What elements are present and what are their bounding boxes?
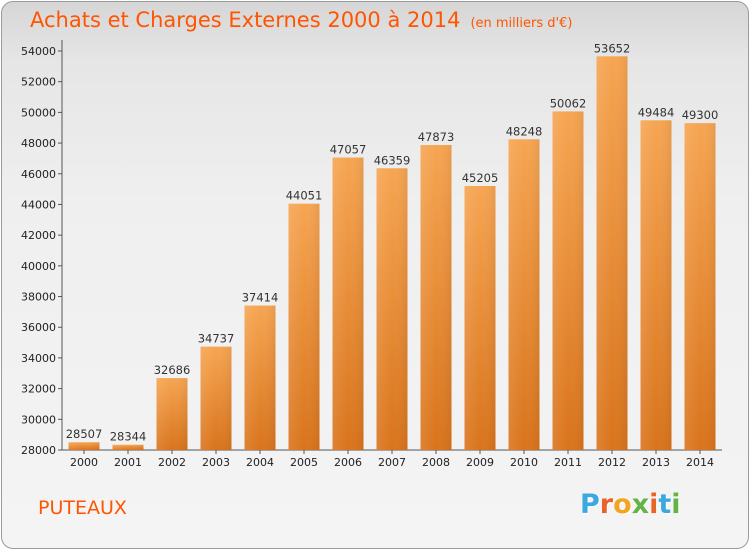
y-tick-label: 46000 [21,168,56,181]
x-tick-label: 2003 [202,456,230,469]
x-tick-label: 2013 [642,456,670,469]
chart-title-text: Achats et Charges Externes 2000 à 2014 [30,8,461,32]
bar-sheen [244,305,276,450]
y-tick-label: 50000 [21,106,56,119]
x-tick-label: 2012 [598,456,626,469]
y-tick-label: 52000 [21,76,56,89]
location-label: PUTEAUX [38,497,127,519]
y-tick-label: 28000 [21,444,56,457]
logo-letter: P [580,489,600,520]
logo-letter: i [671,489,681,520]
bar-value-label: 45205 [462,171,499,185]
y-tick-label: 34000 [21,352,56,365]
bar-value-label: 28344 [110,430,147,444]
bar-value-label: 50062 [550,96,587,110]
y-tick-label: 36000 [21,321,56,334]
bar-sheen [596,56,628,451]
x-tick-label: 2002 [158,456,186,469]
bar-sheen [68,442,100,450]
bar-sheen [464,185,496,450]
bar-sheen [552,111,584,450]
bar-sheen [508,139,540,451]
x-tick-label: 2007 [378,456,406,469]
x-tick-label: 2000 [70,456,98,469]
x-tick-label: 2006 [334,456,362,469]
bar-value-label: 48248 [506,124,543,138]
y-tick-label: 48000 [21,137,56,150]
logo-letter: i [649,489,659,520]
x-tick-label: 2011 [554,456,582,469]
x-tick-label: 2005 [290,456,318,469]
bar-sheen [112,444,144,450]
chart-subtitle: (en milliers d'€) [470,16,573,31]
bar-sheen [288,203,320,450]
chart-title: Achats et Charges Externes 2000 à 2014 (e… [30,8,572,32]
logo-letter: x [631,489,650,520]
bar-value-label: 32686 [154,363,191,377]
y-tick-label: 40000 [21,260,56,273]
bar-value-label: 28507 [66,427,103,441]
bar-value-label: 47873 [418,130,455,144]
bar-sheen [684,123,716,450]
bar-value-label: 34737 [198,332,235,346]
logo-letter: o [613,489,632,520]
bar-sheen [200,346,232,450]
x-tick-label: 2004 [246,456,274,469]
bar-sheen [156,378,188,450]
bar-sheen [640,120,672,451]
y-tick-label: 38000 [21,291,56,304]
logo-letter: t [658,489,672,520]
x-tick-label: 2009 [466,456,494,469]
y-tick-label: 54000 [21,45,56,58]
bar-value-label: 37414 [242,291,279,305]
bar-value-label: 44051 [286,189,323,203]
y-tick-label: 32000 [21,383,56,396]
bar-value-label: 49300 [682,108,719,122]
x-tick-label: 2008 [422,456,450,469]
chart-bars: 28507 28344 32686 34737 37414 44051 47057 46359… [66,41,719,451]
bar-sheen [420,145,452,450]
x-tick-label: 2001 [114,456,142,469]
bar-sheen [332,157,364,450]
bar-value-label: 49484 [638,105,675,119]
y-tick-label: 42000 [21,229,56,242]
chart-axes: 28000 30000 32000 34000 36000 38000 40000 42000… [21,40,722,469]
bar-value-label: 46359 [374,153,411,167]
y-tick-label: 30000 [21,413,56,426]
logo-letter: r [599,489,614,520]
bar-sheen [376,168,408,451]
bar-value-label: 53652 [594,41,631,55]
y-tick-label: 44000 [21,198,56,211]
x-tick-label: 2014 [686,456,714,469]
proxiti-logo: Proxiti [580,489,681,520]
bar-value-label: 47057 [330,143,367,157]
x-tick-label: 2010 [510,456,538,469]
